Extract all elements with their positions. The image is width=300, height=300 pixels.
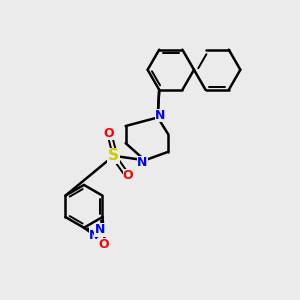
Text: O: O	[123, 169, 133, 182]
Text: N: N	[95, 223, 105, 236]
Text: S: S	[108, 148, 119, 163]
Text: O: O	[98, 238, 109, 251]
Text: N: N	[89, 229, 100, 242]
Text: N: N	[137, 156, 148, 169]
Text: N: N	[155, 109, 165, 122]
Text: O: O	[103, 127, 114, 140]
